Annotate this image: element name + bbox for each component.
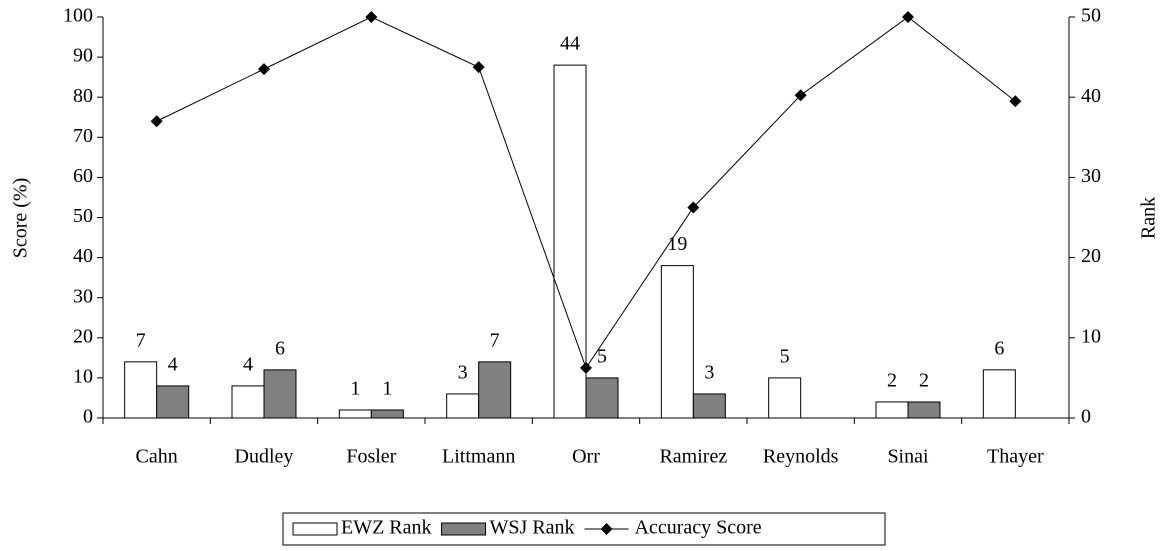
y2-tick-label: 10 (1081, 325, 1101, 347)
y2-axis-label: Rank (1138, 197, 1160, 239)
marker (150, 115, 163, 128)
bar (553, 64, 587, 419)
y-tick-label: 60 (73, 165, 93, 187)
data-label: 19 (667, 233, 687, 255)
x-tick-label: Dudley (235, 446, 294, 468)
y-tick-label: 70 (73, 125, 93, 147)
y-tick-label: 40 (73, 245, 93, 267)
y2-tick-label: 40 (1081, 85, 1101, 107)
data-label: 44 (560, 33, 580, 55)
marker (794, 89, 807, 102)
legend-label: EWZ Rank (341, 517, 432, 539)
x-tick-label: Fosler (346, 446, 396, 468)
legend-swatch (441, 522, 487, 536)
y-tick-label: 20 (73, 325, 93, 347)
data-label: 4 (243, 354, 253, 376)
legend-label: Accuracy Score (635, 517, 762, 539)
bar (478, 361, 512, 419)
legend-marker (600, 523, 613, 535)
y-tick-label: 10 (73, 365, 93, 387)
marker (1009, 95, 1022, 108)
marker (687, 201, 700, 214)
data-label: 5 (780, 345, 790, 367)
bar (907, 401, 941, 419)
y2-tick-label: 50 (1081, 5, 1101, 27)
y-tick-label: 100 (63, 5, 93, 27)
data-label: 1 (350, 378, 360, 400)
y-axis-label: Score (%) (10, 178, 32, 259)
x-tick-label: Cahn (136, 446, 178, 468)
data-label: 7 (490, 329, 500, 351)
data-label: 6 (275, 337, 285, 359)
bar (370, 409, 404, 419)
bar (231, 385, 265, 419)
data-label: 4 (168, 354, 178, 376)
x-tick-label: Reynolds (763, 446, 839, 468)
bar (446, 393, 480, 419)
y-tick-label: 90 (73, 45, 93, 67)
data-label: 3 (458, 362, 468, 384)
bar (585, 377, 619, 419)
data-label: 1 (382, 378, 392, 400)
data-label: 5 (597, 345, 607, 367)
marker (365, 11, 378, 23)
marker (258, 63, 270, 76)
bar (338, 409, 372, 419)
x-tick-label: Sinai (887, 446, 929, 468)
legend-label: WSJ Rank (490, 517, 575, 539)
x-tick-label: Orr (572, 446, 600, 468)
bar (768, 377, 802, 419)
data-label: 6 (994, 337, 1004, 359)
bar (875, 401, 909, 419)
legend-swatch (292, 522, 338, 536)
y-tick-label: 30 (73, 285, 93, 307)
bar (156, 385, 190, 419)
y-tick-label: 80 (73, 85, 93, 107)
y2-tick-label: 30 (1081, 165, 1101, 187)
data-label: 3 (704, 362, 714, 384)
bar (660, 265, 694, 419)
x-tick-label: Ramirez (659, 446, 727, 468)
x-tick-label: Littmann (442, 446, 515, 468)
bar (982, 369, 1016, 419)
data-label: 7 (136, 329, 146, 351)
marker (580, 361, 592, 374)
y2-tick-label: 20 (1081, 245, 1101, 267)
data-label: 2 (919, 370, 929, 392)
bar (263, 369, 297, 419)
bar (692, 393, 726, 419)
legend (282, 512, 886, 546)
marker (902, 11, 914, 23)
data-label: 2 (887, 370, 897, 392)
marker (472, 61, 485, 74)
y-tick-label: 50 (73, 205, 93, 227)
bar (124, 361, 158, 419)
x-tick-label: Thayer (987, 446, 1044, 468)
y-tick-label: 0 (83, 406, 93, 428)
y2-tick-label: 0 (1081, 406, 1091, 428)
